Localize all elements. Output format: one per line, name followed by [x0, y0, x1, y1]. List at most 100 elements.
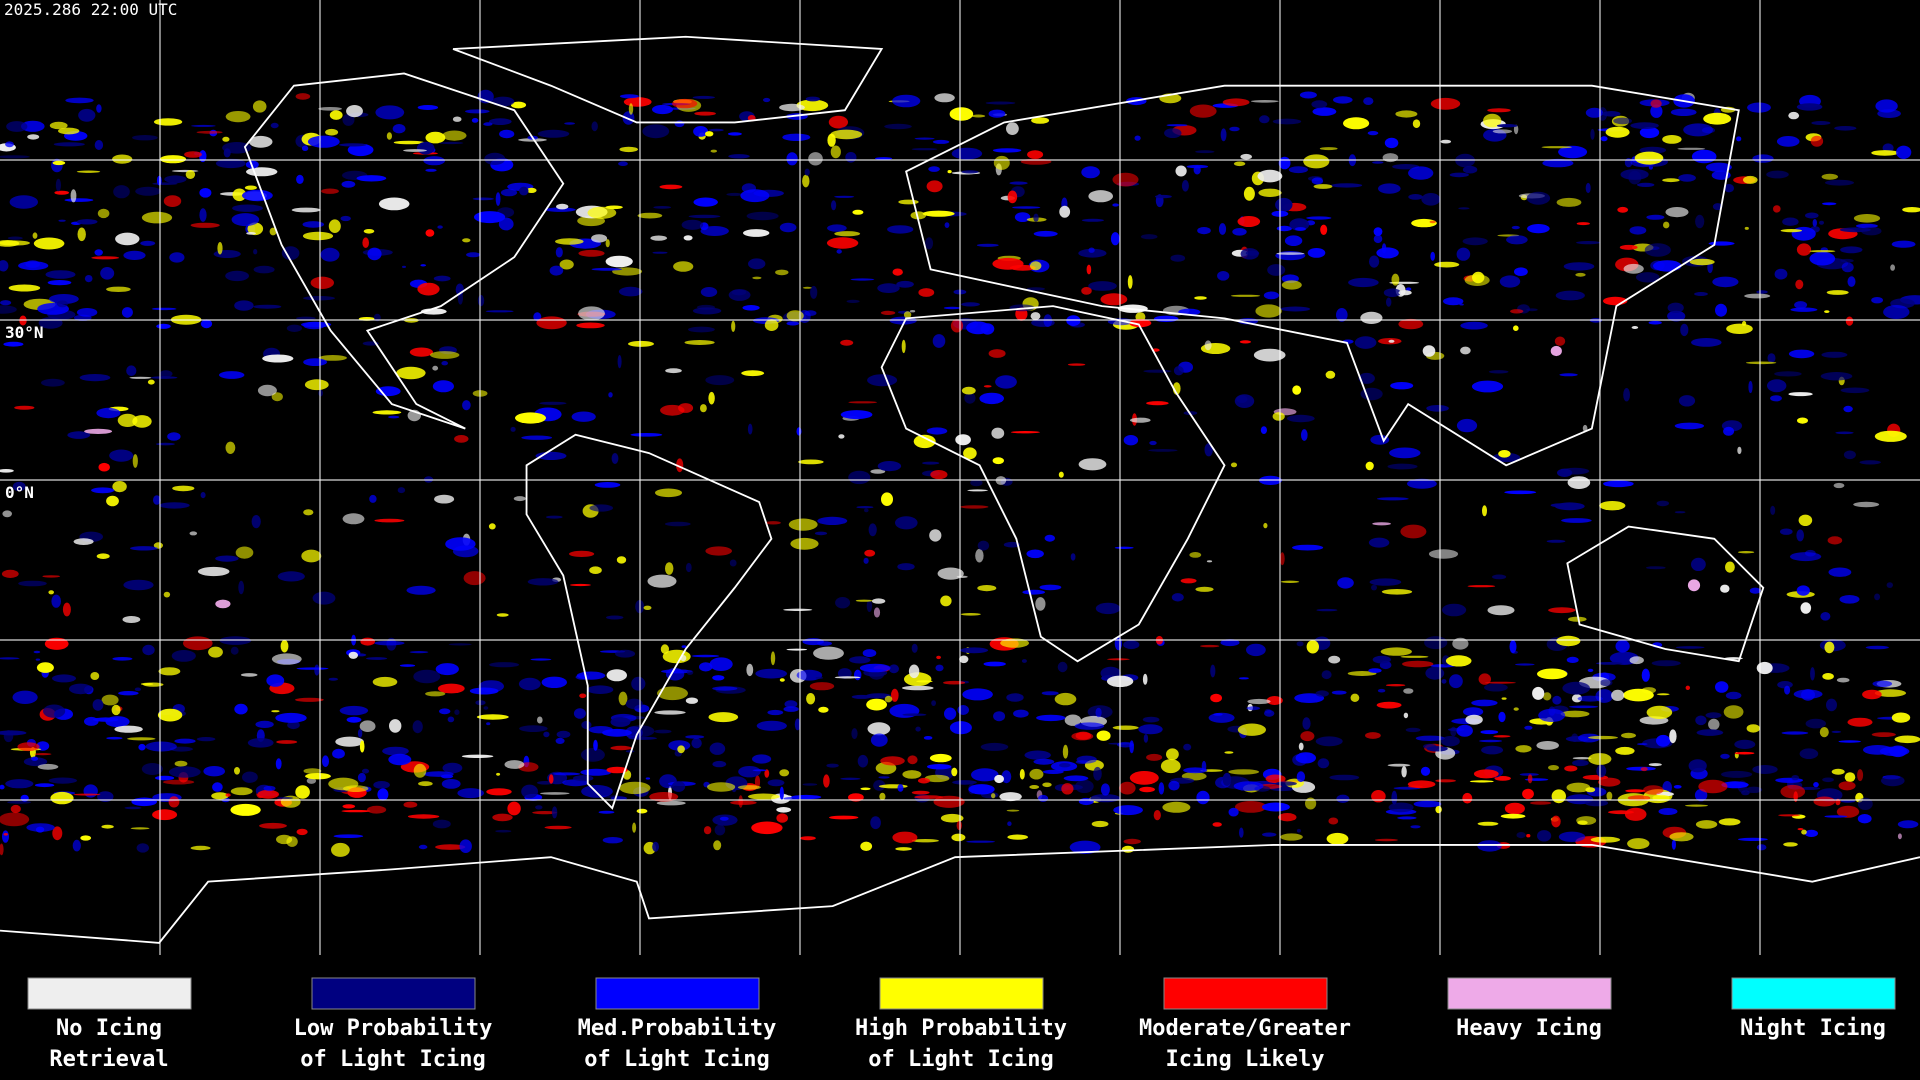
icing-speckle — [1862, 689, 1882, 700]
icing-speckle — [127, 737, 156, 741]
icing-speckle — [2, 830, 9, 843]
icing-speckle — [1391, 273, 1400, 286]
icing-speckle — [1296, 828, 1301, 833]
icing-speckle — [510, 426, 516, 432]
icing-speckle — [631, 676, 646, 691]
icing-speckle — [1175, 165, 1187, 177]
icing-speckle — [1212, 822, 1222, 827]
icing-speckle — [418, 781, 433, 787]
icing-speckle — [1695, 820, 1718, 829]
icing-speckle — [1021, 659, 1027, 663]
icing-speckle — [1228, 807, 1239, 817]
icing-speckle — [1076, 755, 1097, 764]
icing-speckle — [809, 682, 835, 691]
icing-speckle — [1365, 461, 1374, 471]
icing-speckle — [1267, 264, 1286, 276]
icing-speckle — [53, 142, 85, 147]
icing-speckle — [1441, 679, 1447, 684]
icing-speckle — [215, 599, 231, 609]
icing-speckle — [1373, 234, 1383, 244]
icing-speckle — [776, 807, 792, 813]
icing-speckle — [770, 651, 776, 666]
icing-speckle — [1420, 766, 1431, 776]
icing-speckle — [1315, 690, 1329, 697]
icing-speckle — [1827, 536, 1843, 545]
icing-speckle — [98, 462, 110, 472]
icing-speckle — [171, 650, 196, 662]
icing-speckle — [1408, 194, 1423, 200]
icing-speckle — [544, 825, 572, 830]
icing-speckle — [276, 796, 294, 800]
icing-speckle — [189, 531, 198, 536]
icing-speckle — [779, 769, 790, 777]
icing-speckle — [748, 258, 766, 270]
icing-speckle — [1794, 301, 1808, 309]
icing-speckle — [1791, 226, 1816, 241]
icing-speckle — [922, 461, 940, 465]
icing-speckle — [1796, 529, 1804, 542]
icing-speckle — [190, 845, 211, 851]
icing-speckle — [619, 781, 651, 795]
icing-speckle — [1526, 191, 1551, 205]
icing-speckle — [1663, 221, 1670, 229]
icing-speckle — [491, 96, 515, 107]
icing-speckle — [983, 661, 1006, 667]
icing-speckle — [932, 139, 950, 144]
icing-speckle — [1276, 252, 1305, 255]
icing-speckle — [219, 371, 245, 379]
icing-speckle — [461, 754, 494, 758]
icing-speckle — [830, 129, 863, 140]
icing-speckle — [1257, 169, 1283, 183]
icing-speckle — [1460, 346, 1471, 355]
icing-speckle — [1641, 668, 1650, 682]
icing-speckle — [1313, 184, 1333, 189]
icing-speckle — [1481, 745, 1504, 755]
icing-speckle — [382, 746, 409, 756]
icing-speckle — [1683, 123, 1713, 137]
icing-speckle — [1088, 190, 1113, 203]
icing-speckle — [848, 470, 871, 485]
icing-speckle — [1368, 668, 1382, 673]
icing-speckle — [1376, 701, 1402, 709]
icing-speckle — [866, 599, 873, 613]
icing-speckle — [798, 459, 824, 465]
icing-speckle — [960, 505, 989, 509]
icing-speckle — [340, 215, 351, 222]
icing-speckle — [1272, 118, 1302, 125]
icing-speckle — [1790, 307, 1818, 312]
legend-swatch — [1731, 977, 1896, 1010]
icing-speckle — [1250, 100, 1279, 103]
icing-speckle — [1891, 712, 1911, 723]
icing-speckle — [1831, 730, 1842, 734]
icing-speckle — [276, 834, 293, 845]
icing-speckle — [1367, 131, 1379, 136]
icing-speckle — [1372, 655, 1391, 664]
icing-speckle — [1883, 305, 1910, 319]
icing-speckle — [1381, 589, 1413, 595]
icing-speckle — [611, 453, 619, 464]
icing-speckle — [1548, 765, 1559, 771]
icing-speckle — [307, 135, 340, 148]
icing-speckle — [1465, 714, 1483, 725]
icing-speckle — [992, 148, 1022, 153]
icing-speckle — [1373, 227, 1383, 237]
icing-speckle — [1537, 830, 1552, 842]
icing-speckle — [1281, 280, 1302, 290]
icing-speckle — [602, 728, 632, 737]
icing-speckle — [892, 94, 921, 108]
legend-label: of Light Icing — [300, 1047, 485, 1072]
icing-speckle — [477, 294, 485, 307]
icing-speckle — [1421, 193, 1441, 206]
icing-speckle — [270, 122, 279, 129]
icing-speckle — [1070, 553, 1076, 561]
icing-speckle — [902, 685, 934, 691]
icing-speckle — [1276, 225, 1293, 232]
icing-speckle — [1556, 197, 1582, 207]
icing-speckle — [1615, 639, 1630, 653]
icing-speckle — [1042, 782, 1052, 788]
icing-speckle — [466, 252, 481, 258]
icing-speckle — [1386, 297, 1392, 307]
icing-speckle — [374, 518, 405, 523]
icing-speckle — [943, 680, 966, 685]
icing-speckle — [1010, 431, 1040, 434]
